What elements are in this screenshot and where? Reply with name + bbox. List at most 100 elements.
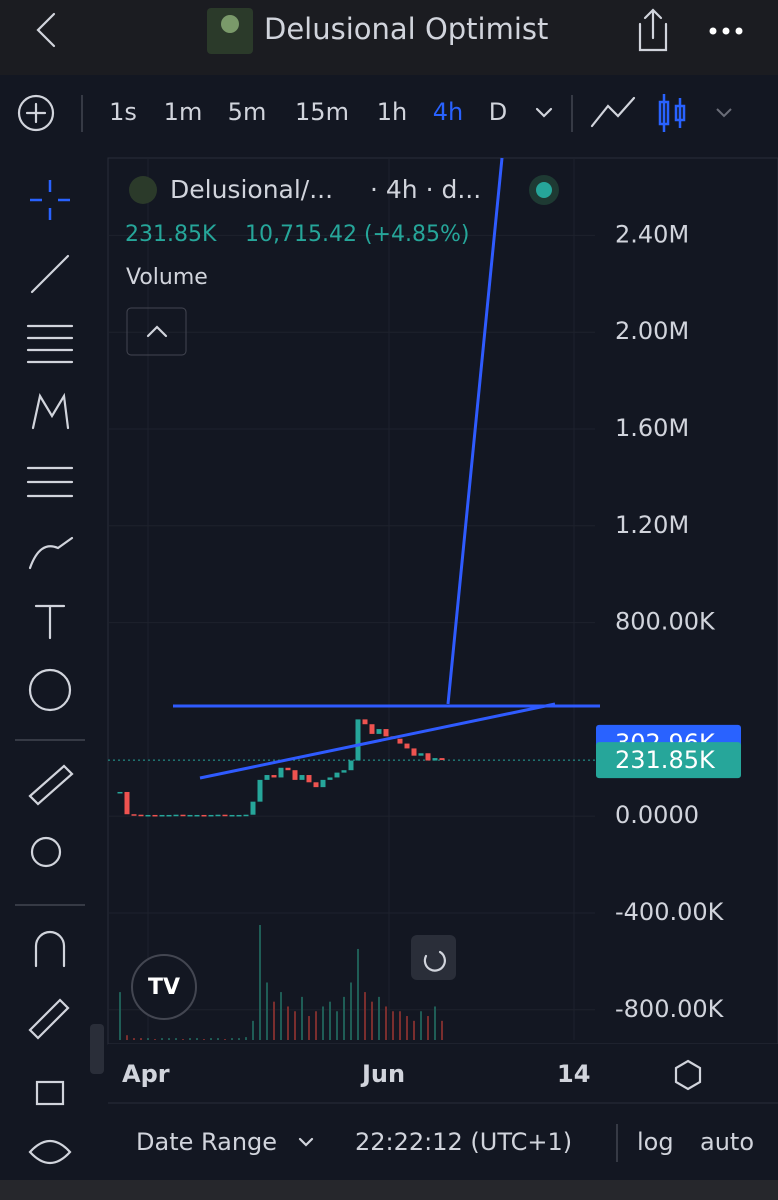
volume-bar [287,1006,289,1040]
volume-bar [357,948,359,1040]
candle [124,791,130,815]
candle [117,791,123,794]
prediction-tool[interactable] [26,466,74,498]
add-button[interactable] [17,94,55,132]
candle [285,767,291,771]
candle-chart-button[interactable] [658,94,686,132]
collapse-legend[interactable] [126,307,187,356]
volume-bar [420,1011,422,1040]
ruler-tool[interactable] [28,764,74,806]
candle [418,753,424,756]
interval-button[interactable]: D [489,98,507,126]
volume-bar [126,1035,128,1040]
volume-bar [238,1038,240,1040]
candle [432,758,438,761]
interval-button[interactable]: 1s [109,98,137,126]
candle [334,772,340,778]
interval-group: 1s 1m 5m 15m 1h 4h D [109,98,507,126]
line-chart-button[interactable] [590,96,636,128]
collapse-icon [146,325,168,338]
volume-bar [364,992,366,1040]
text-tool[interactable] [34,604,66,640]
candle [348,760,354,771]
trend-line-tool[interactable] [30,254,70,294]
more-button[interactable] [709,27,743,35]
reset-icon [423,950,446,972]
candle [145,814,151,817]
volume-bar [378,996,380,1040]
magnet-tool[interactable] [34,930,66,968]
sidebar-toggle[interactable] [90,1024,104,1074]
crosshair-tool[interactable] [30,180,70,220]
candle [187,814,193,817]
price-badge-label: 231.85K [615,746,716,774]
volume-bar [133,1038,135,1040]
candle [236,814,242,817]
volume-bar [182,1039,184,1040]
candle [166,814,172,817]
date-range-button[interactable]: Date Range [136,1128,277,1156]
hide-tool[interactable] [28,1139,72,1165]
volume-bar [427,1016,429,1040]
volume-bar [343,996,345,1040]
candle [376,729,382,734]
symbol-name[interactable]: Delusional/... [170,175,333,204]
zoom-tool[interactable] [30,836,62,868]
volume-bar [175,1038,177,1040]
unlock-tool[interactable] [35,1080,65,1106]
candle [131,814,137,816]
candle [341,770,347,773]
volume-bar [147,1038,149,1040]
drawing-tools [15,180,85,1165]
bottom-edge [0,1180,778,1200]
clock[interactable]: 22:22:12 (UTC+1) [355,1128,572,1156]
interval-button[interactable]: 1h [377,98,407,126]
price-change: 10,715.42 (+4.85%) [245,222,469,247]
volume-bar [336,1011,338,1040]
brush-tool[interactable] [28,536,74,570]
interval-button[interactable]: 5m [228,98,267,126]
candle [278,767,284,778]
candle [229,814,235,817]
x-label: Jun [360,1060,405,1088]
avatar-head [221,15,239,33]
symbol-icon [129,176,157,204]
lock-drawing-tool[interactable] [28,998,70,1040]
y-tick-label: 2.40M [615,220,689,248]
interval-button[interactable]: 4h [433,98,463,126]
y-tick-label: 1.60M [615,414,689,442]
plot [108,719,595,1040]
emoji-tool[interactable] [28,668,72,712]
volume-bar [259,925,261,1040]
candle [369,724,375,734]
candle [222,814,228,817]
auto-toggle[interactable]: auto [700,1128,754,1156]
volume-bar [413,1020,415,1040]
candle [327,777,333,780]
settings-button[interactable] [674,1059,702,1091]
tv-logo[interactable] [131,954,197,1020]
volume-bar [385,1006,387,1040]
candle [138,814,144,817]
reset-button[interactable] [411,935,456,980]
volume-bar [252,1020,254,1040]
candle [404,743,410,749]
candle [397,738,403,744]
interval-button[interactable]: 15m [295,98,349,126]
volume-bar [322,1006,324,1040]
volume-bar [441,1020,443,1040]
candle [292,770,298,780]
back-button[interactable] [36,12,56,48]
chart-type-dropdown[interactable] [716,108,732,118]
log-toggle[interactable]: log [637,1128,674,1156]
fib-tool[interactable] [26,324,74,364]
last-price: 231.85K [125,222,217,247]
share-button[interactable] [638,8,668,52]
pattern-tool[interactable] [31,392,70,430]
volume-bar [231,1038,233,1040]
candle [425,753,431,761]
interval-button[interactable]: 1m [164,98,203,126]
volume-bar [203,1039,205,1040]
candle [180,814,186,817]
interval-dropdown[interactable] [535,107,553,118]
